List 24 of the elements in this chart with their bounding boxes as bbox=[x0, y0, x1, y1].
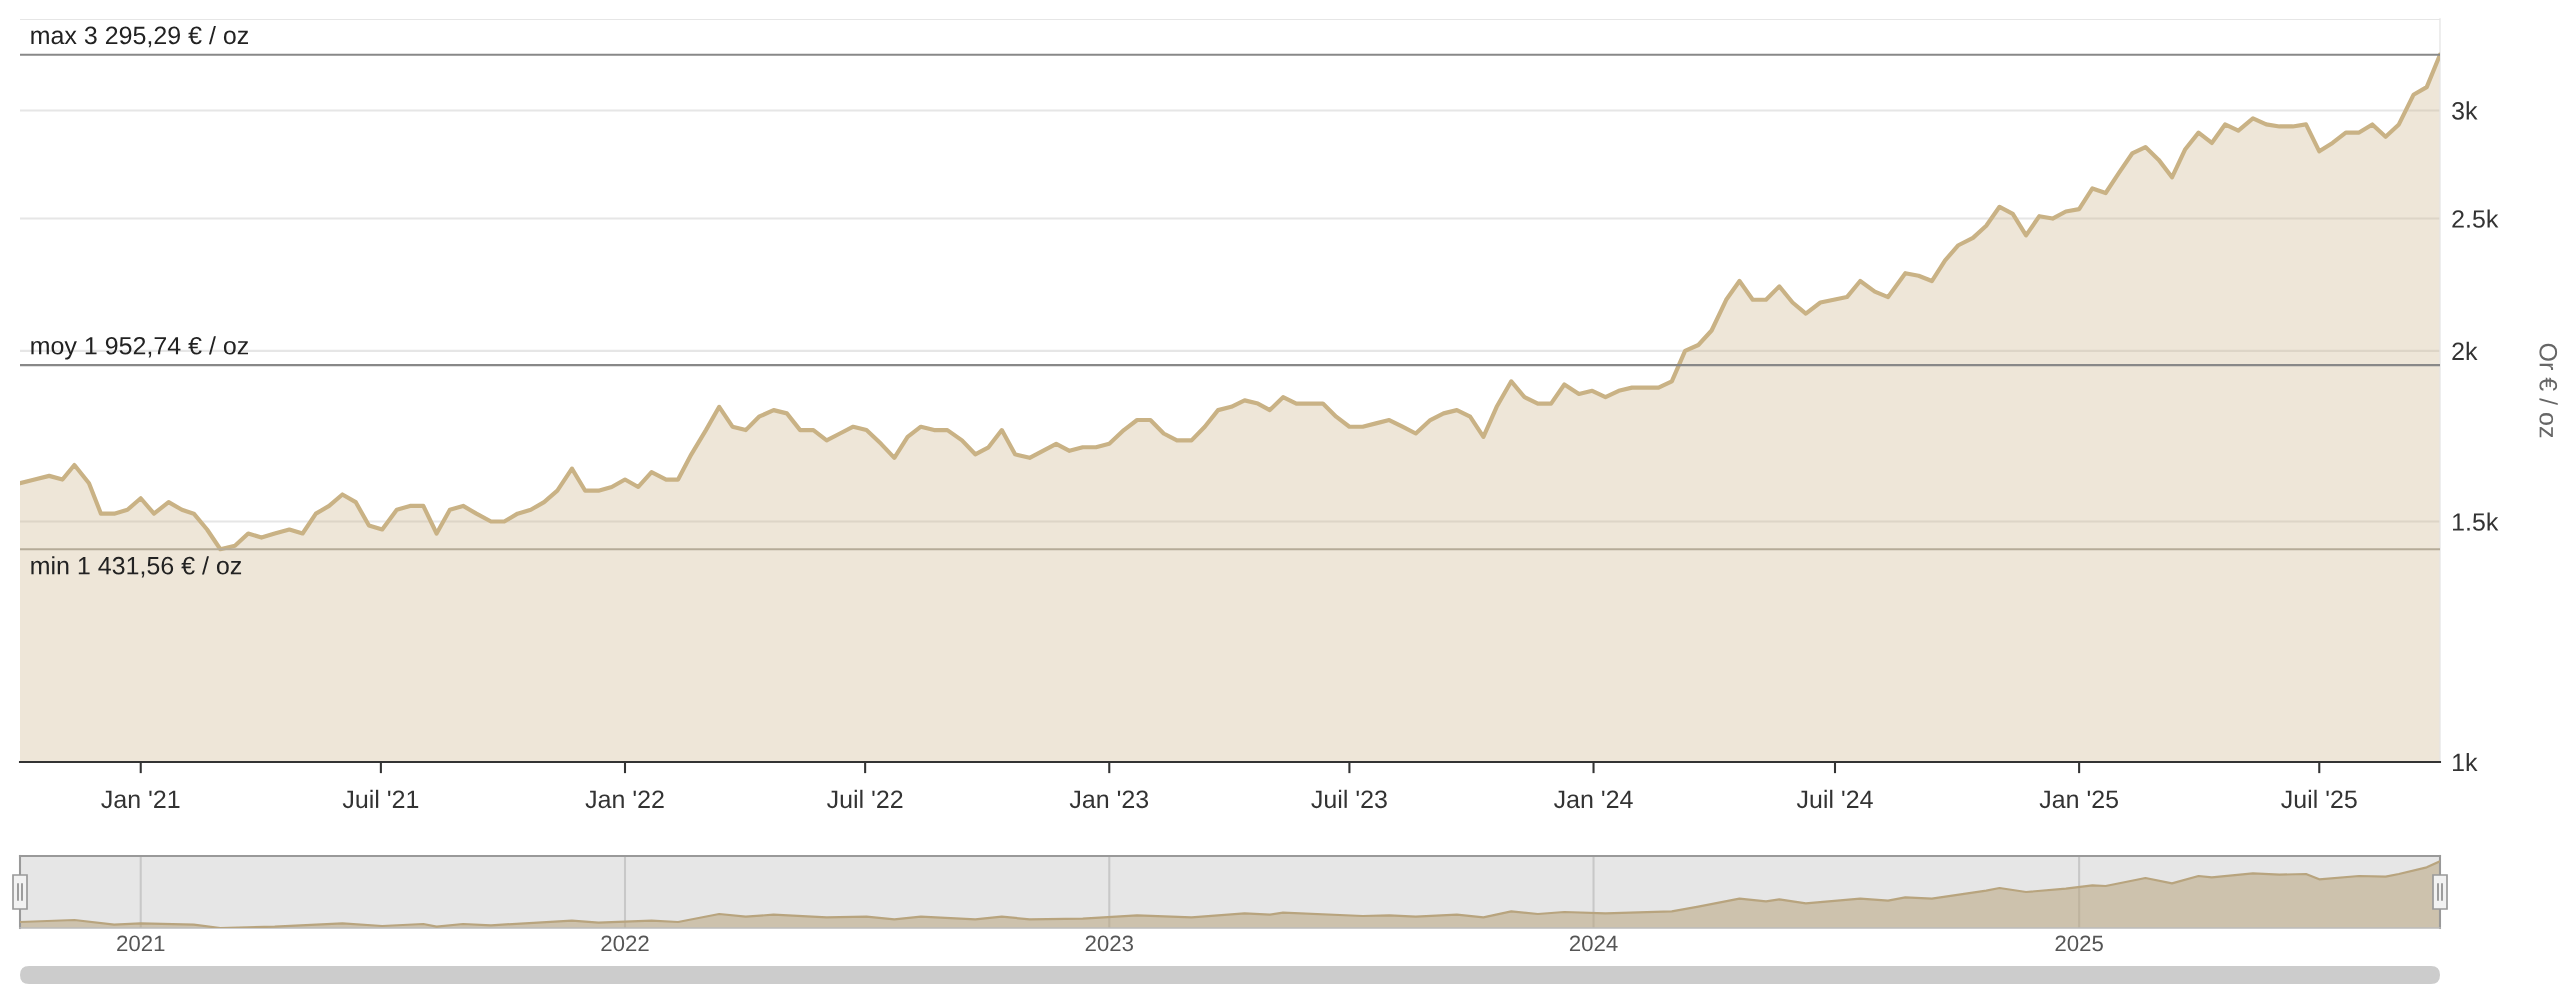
x-tick-label: Juil '24 bbox=[1796, 789, 1873, 809]
x-tick-label: Jan '21 bbox=[101, 790, 180, 809]
y-axis-title: Or € / oz bbox=[2539, 343, 2558, 438]
x-tick-label: Juil '23 bbox=[1311, 789, 1387, 809]
ref-line-label: min 1 431,56 € / oz bbox=[31, 556, 242, 578]
ref-line-label: max 3 295,29 € / oz bbox=[31, 25, 249, 48]
x-tick-label: Jan '22 bbox=[585, 790, 664, 809]
x-tick-label: Jan '25 bbox=[2039, 790, 2118, 809]
x-tick-label: 2023 bbox=[1085, 935, 1134, 952]
y-tick-label: 1k bbox=[2453, 752, 2478, 772]
x-tick-label: Juil '21 bbox=[342, 789, 419, 809]
y-tick-label: 3k bbox=[2452, 101, 2478, 120]
x-tick-label: Jan '23 bbox=[1069, 790, 1149, 809]
x-tick-label: 2021 bbox=[117, 935, 165, 952]
x-tick-label: 2024 bbox=[1569, 935, 1618, 952]
x-tick-label: Jan '24 bbox=[1554, 790, 1633, 809]
x-tick-label: 2022 bbox=[601, 935, 649, 952]
ref-line-label: moy 1 952,74 € / oz bbox=[31, 336, 249, 360]
x-tick-label: 2025 bbox=[2055, 935, 2103, 952]
y-tick-label: 2.5k bbox=[2452, 209, 2499, 228]
y-tick-label: 2k bbox=[2452, 341, 2478, 360]
x-tick-label: Juil '22 bbox=[827, 789, 903, 809]
y-tick-label: 1.5k bbox=[2453, 512, 2499, 531]
x-tick-label: Juil '25 bbox=[2281, 789, 2357, 809]
